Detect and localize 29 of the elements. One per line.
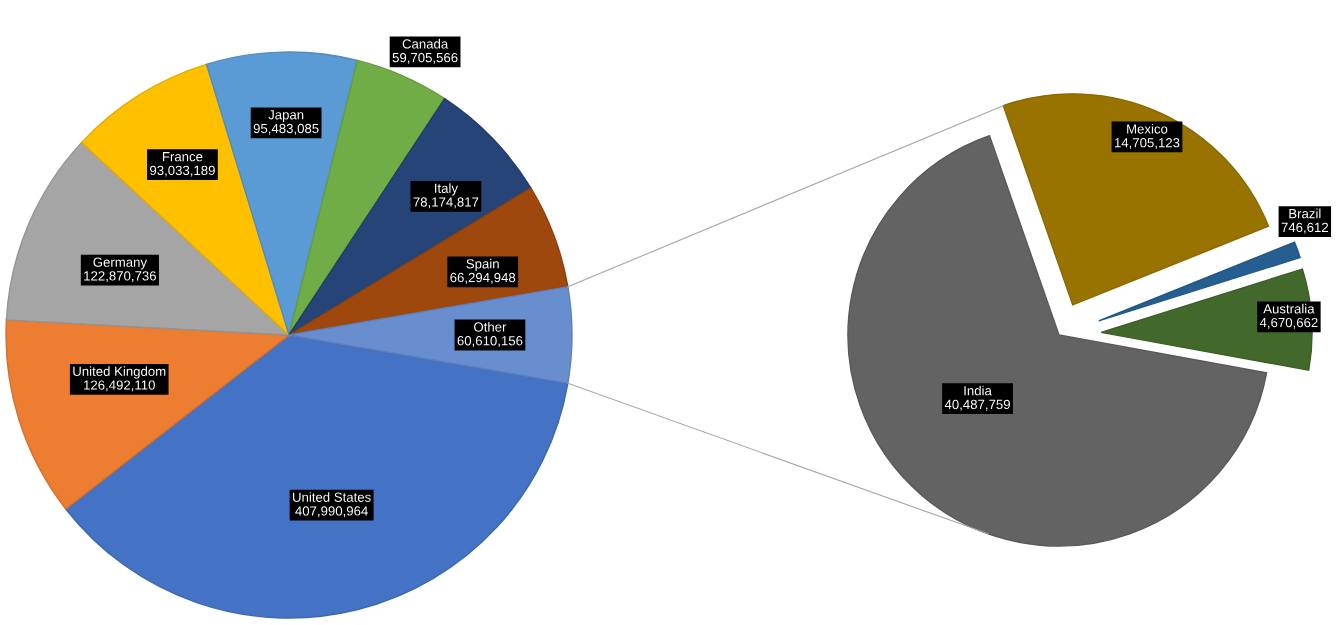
slice-label: France bbox=[162, 152, 203, 162]
slice-label: Canada bbox=[402, 38, 449, 49]
data-label: 66,294,948 bbox=[450, 272, 516, 284]
slice-label: Germany bbox=[93, 257, 147, 270]
data-label: 59,705,566 bbox=[392, 52, 458, 64]
data-label: 95,483,085 bbox=[253, 123, 319, 135]
slice-label: India bbox=[964, 385, 992, 396]
data-label: 122,870,736 bbox=[84, 271, 156, 283]
data-label: 93,033,189 bbox=[150, 165, 215, 177]
slice-label: Mexico bbox=[1127, 123, 1168, 134]
slice-label: Italy bbox=[435, 183, 458, 196]
slice-label: United States bbox=[293, 492, 371, 502]
data-label: 126,492,110 bbox=[84, 380, 155, 392]
pie-slice bbox=[5, 319, 290, 510]
slice-label: Other bbox=[474, 321, 507, 332]
data-label: 14,705,123 bbox=[1114, 138, 1180, 149]
slice-label: Spain bbox=[466, 258, 499, 272]
data-label: 40,487,759 bbox=[944, 399, 1010, 411]
slice-label: Brazil bbox=[1289, 208, 1321, 219]
pie-slice bbox=[65, 334, 569, 619]
data-label: 78,174,817 bbox=[413, 197, 479, 209]
data-label: 746,612 bbox=[1281, 222, 1329, 234]
data-label: 60,610,156 bbox=[457, 336, 523, 347]
data-label: 4,670,662 bbox=[1259, 317, 1318, 329]
pie-slice bbox=[5, 141, 290, 336]
slice-label: Japan bbox=[268, 110, 304, 123]
slice-label: United Kingdom bbox=[73, 366, 166, 379]
data-label: 407,990,964 bbox=[295, 506, 368, 518]
slice-label: Australia bbox=[1263, 303, 1315, 314]
